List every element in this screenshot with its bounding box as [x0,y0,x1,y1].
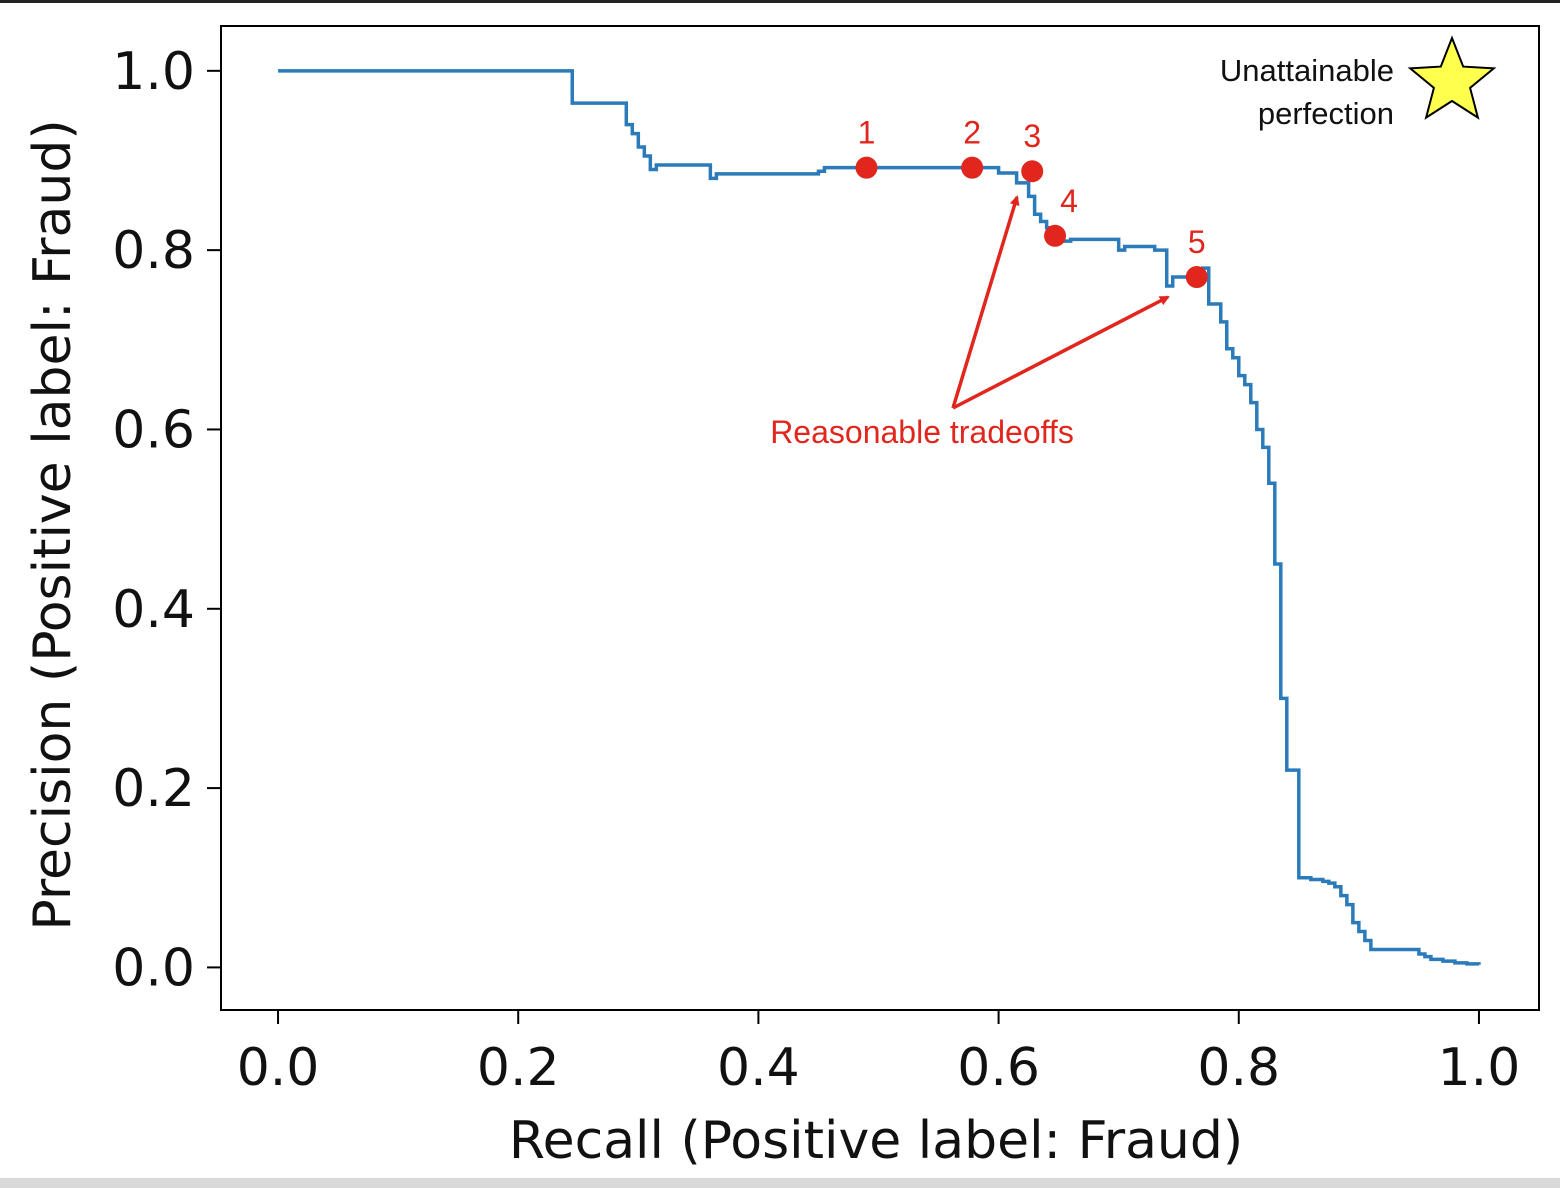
annotation-arrows [951,195,1170,410]
x-axis-title: Recall (Positive label: Fraud) [509,1111,1243,1171]
tradeoff-point [1185,266,1208,289]
y-tick-label: 0.6 [112,400,195,460]
tradeoff-point [961,156,984,179]
y-tick-label: 0.4 [112,580,195,640]
bottom-strip [0,1178,1560,1188]
x-tick-label: 0.4 [717,1038,800,1098]
x-tick-label: 1.0 [1438,1038,1521,1098]
y-tick-label: 0.2 [112,759,195,819]
y-tick-label: 1.0 [112,42,195,102]
y-axis-ticks: 0.0 0.2 0.4 0.6 0.8 1.0 [112,42,221,998]
tradeoff-point-label: 2 [963,115,981,151]
y-axis-title: Precision (Positive label: Fraud) [23,119,83,930]
tradeoff-point-label: 4 [1060,183,1078,219]
y-tick-label: 0.0 [112,938,195,998]
y-tick-label: 0.8 [112,221,195,281]
star-label-line2: perfection [1258,96,1394,131]
arrow-to-point-3 [951,195,1020,409]
x-tick-label: 0.0 [237,1038,320,1098]
pr-curve-line [278,69,1481,966]
plot-frame [220,25,1540,1011]
x-axis-ticks: 0.0 0.2 0.4 0.6 0.8 1.0 [237,1010,1521,1098]
x-tick-label: 0.2 [477,1038,560,1098]
x-tick-label: 0.8 [1197,1038,1280,1098]
tradeoff-point-label: 1 [858,115,876,151]
arrow-to-point-5 [952,295,1170,410]
x-tick-label: 0.6 [957,1038,1040,1098]
perfection-star-icon [1407,35,1497,120]
tradeoff-point [1044,224,1067,247]
top-border [0,0,1560,3]
tradeoff-points: 1 2 34 5 [855,115,1208,289]
tradeoff-point-label: 5 [1188,224,1206,260]
star-label-line1: Unattainable [1220,53,1394,88]
tradeoff-point-label: 3 [1023,118,1041,154]
annotation-label: Reasonable tradeoffs [770,414,1074,450]
tradeoff-point [855,156,878,179]
tradeoff-point [1021,160,1044,183]
